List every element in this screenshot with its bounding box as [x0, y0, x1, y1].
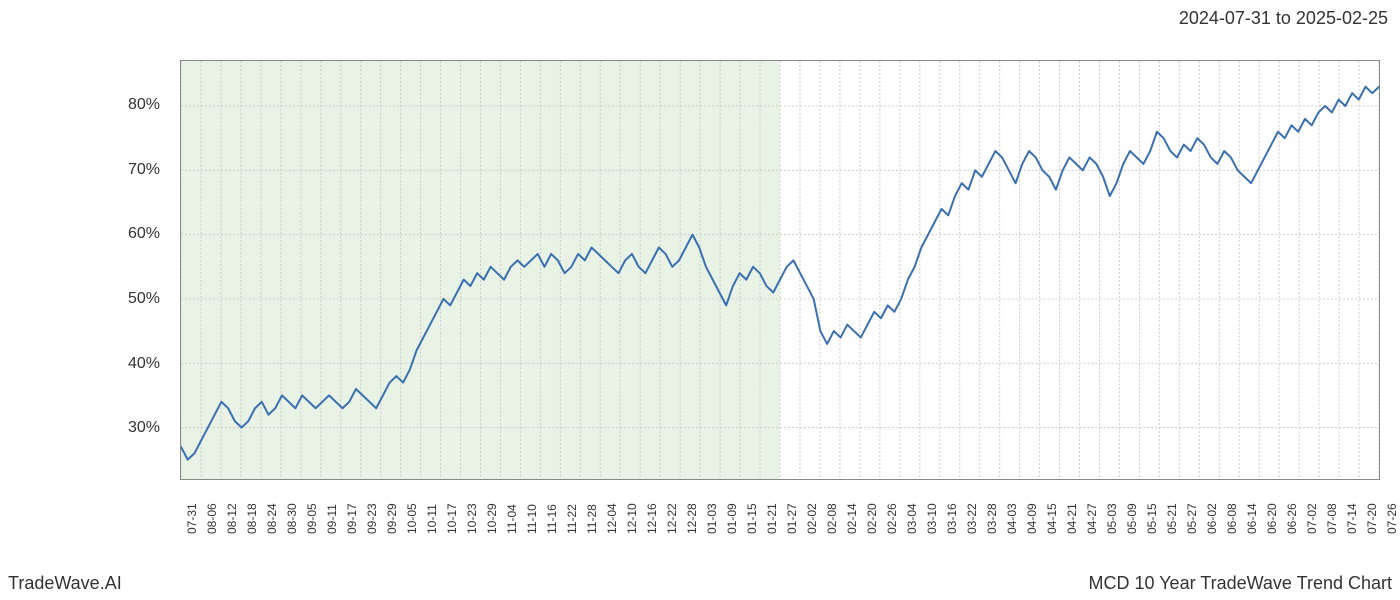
x-tick-label: 03-10 — [925, 503, 939, 534]
y-tick-label: 70% — [128, 161, 160, 179]
x-tick-label: 07-31 — [185, 503, 199, 534]
x-tick-label: 04-21 — [1065, 503, 1079, 534]
x-tick-label: 07-02 — [1305, 503, 1319, 534]
x-tick-label: 01-27 — [785, 503, 799, 534]
x-tick-label: 11-16 — [545, 504, 559, 534]
x-tick-label: 09-11 — [325, 504, 339, 534]
x-tick-label: 04-09 — [1025, 503, 1039, 534]
x-tick-label: 07-26 — [1385, 503, 1399, 534]
x-tick-label: 08-24 — [265, 503, 279, 534]
x-tick-label: 03-16 — [945, 503, 959, 534]
x-tick-label: 02-26 — [885, 503, 899, 534]
x-tick-label: 11-10 — [525, 504, 539, 534]
x-tick-label: 04-03 — [1005, 503, 1019, 534]
x-tick-label: 10-17 — [445, 503, 459, 534]
x-tick-label: 10-11 — [425, 504, 439, 534]
x-tick-label: 08-06 — [205, 503, 219, 534]
x-tick-label: 04-15 — [1045, 503, 1059, 534]
x-tick-label: 02-08 — [825, 503, 839, 534]
x-axis: 07-31 08-06 08-12 08-18 08-24 08-30 09-05 09-11… — [180, 490, 1380, 560]
x-tick-label: 03-22 — [965, 503, 979, 534]
x-tick-label: 07-20 — [1365, 503, 1379, 534]
x-tick-label: 11-22 — [565, 504, 579, 534]
x-tick-label: 05-15 — [1145, 503, 1159, 534]
x-tick-label: 10-29 — [485, 503, 499, 534]
y-tick-label: 60% — [128, 225, 160, 243]
x-tick-label: 08-30 — [285, 503, 299, 534]
x-tick-label: 01-15 — [745, 503, 759, 534]
y-tick-label: 30% — [128, 419, 160, 437]
y-axis: 30% 40% 50% 60% 70% 80% — [0, 40, 170, 560]
y-tick-label: 80% — [128, 96, 160, 114]
x-tick-label: 08-12 — [225, 503, 239, 534]
x-tick-label: 05-21 — [1165, 503, 1179, 534]
x-tick-label: 12-16 — [645, 503, 659, 534]
x-tick-label: 09-29 — [385, 503, 399, 534]
brand-label: TradeWave.AI — [8, 573, 122, 594]
x-tick-label: 02-14 — [845, 503, 859, 534]
x-tick-label: 05-09 — [1125, 503, 1139, 534]
x-tick-label: 12-28 — [685, 503, 699, 534]
x-tick-label: 09-23 — [365, 503, 379, 534]
x-tick-label: 06-08 — [1225, 503, 1239, 534]
x-tick-label: 03-04 — [905, 503, 919, 534]
x-tick-label: 06-02 — [1205, 503, 1219, 534]
x-tick-label: 05-27 — [1185, 503, 1199, 534]
x-tick-label: 06-20 — [1265, 503, 1279, 534]
x-tick-label: 07-14 — [1345, 503, 1359, 534]
x-tick-label: 11-28 — [585, 504, 599, 534]
x-tick-label: 08-18 — [245, 503, 259, 534]
chart-container: 30%40%50%60%70%80% 07-3108-0608-1208-180… — [0, 40, 1400, 560]
x-tick-label: 02-20 — [865, 503, 879, 534]
x-tick-label: 11-04 — [505, 504, 519, 534]
x-tick-label: 12-10 — [625, 503, 639, 534]
chart-svg — [181, 61, 1379, 479]
x-tick-label: 03-28 — [985, 503, 999, 534]
x-tick-label: 01-21 — [765, 503, 779, 534]
x-tick-label: 09-05 — [305, 503, 319, 534]
plot-area — [180, 60, 1380, 480]
x-tick-label: 02-02 — [805, 503, 819, 534]
y-tick-label: 40% — [128, 355, 160, 373]
x-tick-label: 01-09 — [725, 503, 739, 534]
x-tick-label: 04-27 — [1085, 503, 1099, 534]
date-range-label: 2024-07-31 to 2025-02-25 — [1179, 8, 1388, 29]
x-tick-label: 10-05 — [405, 503, 419, 534]
x-tick-label: 09-17 — [345, 503, 359, 534]
chart-title: MCD 10 Year TradeWave Trend Chart — [1089, 573, 1392, 594]
x-tick-label: 05-03 — [1105, 503, 1119, 534]
x-tick-label: 10-23 — [465, 503, 479, 534]
x-tick-label: 01-03 — [705, 503, 719, 534]
y-tick-label: 50% — [128, 290, 160, 308]
x-tick-label: 06-26 — [1285, 503, 1299, 534]
x-tick-label: 06-14 — [1245, 503, 1259, 534]
x-tick-label: 07-08 — [1325, 503, 1339, 534]
x-tick-label: 12-04 — [605, 503, 619, 534]
x-tick-label: 12-22 — [665, 503, 679, 534]
